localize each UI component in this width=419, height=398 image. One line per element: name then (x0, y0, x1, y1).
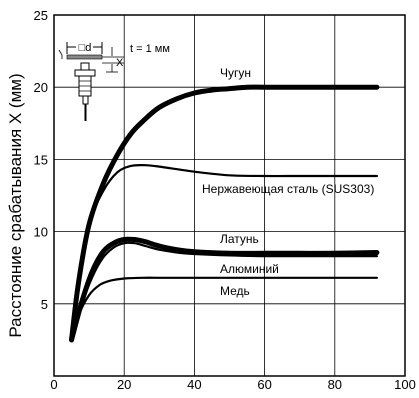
series-line-cast-iron (69, 84, 380, 343)
x-tick-label: 60 (257, 377, 271, 392)
series-label-brass: Латунь (220, 232, 259, 246)
y-tick-label: 20 (34, 80, 48, 95)
x-tick-label: 40 (187, 377, 201, 392)
y-tick-label: 15 (34, 152, 48, 167)
target-size-label: □d (79, 42, 92, 54)
plot-frame (53, 14, 406, 377)
x-tick-label: 80 (328, 377, 342, 392)
series-group (69, 84, 380, 343)
series-labels: Чугун Нержавеющая сталь (SUS303) Латунь Алю… (202, 66, 374, 298)
sensor-diagram: □d t = 1 мм X (58, 42, 170, 121)
series-line-brass (69, 236, 380, 343)
y-tick-label: 5 (41, 297, 48, 312)
series-label-stainless-steel: Нержавеющая сталь (SUS303) (202, 182, 374, 196)
sensor-tail (82, 95, 89, 105)
series-label-aluminum: Алюминий (220, 262, 279, 276)
series-label-copper: Медь (220, 284, 250, 298)
series-line-aluminum (70, 241, 378, 341)
series-label-cast-iron: Чугун (220, 66, 251, 80)
x-tick-label: 0 (50, 377, 57, 392)
distance-x-label: X (116, 57, 124, 69)
y-axis-label: Расстояние срабатывания X (мм) (6, 73, 25, 337)
tick-labels: 0 20 40 60 80 100 5 10 15 20 25 (34, 8, 416, 392)
sensor-nut (74, 69, 96, 77)
x-tick-label: 20 (117, 377, 131, 392)
y-tick-label: 25 (34, 8, 48, 23)
target-plate (66, 54, 103, 60)
thickness-label: t = 1 мм (130, 43, 170, 55)
sensor-head (80, 62, 90, 71)
series-line-copper (70, 276, 378, 341)
series-line-stainless-steel (70, 163, 378, 341)
y-tick-label: 10 (34, 225, 48, 240)
x-tick-label: 100 (394, 377, 416, 392)
